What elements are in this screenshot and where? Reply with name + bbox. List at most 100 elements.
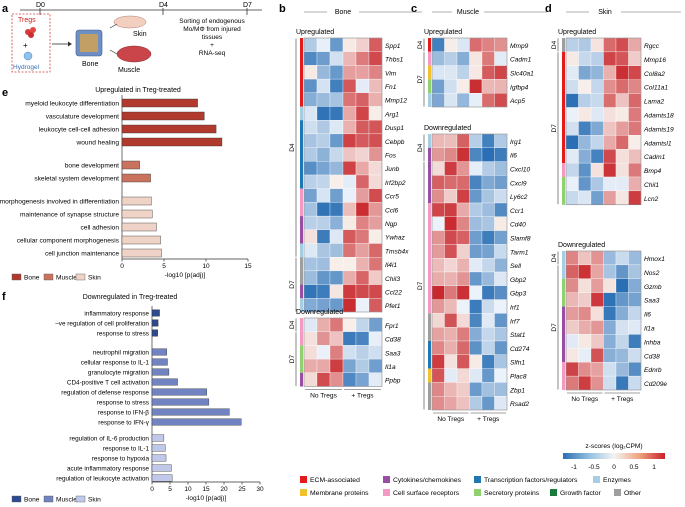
- category-strip: [300, 188, 303, 217]
- category-label: cell morphogenesis involved in different…: [0, 198, 119, 205]
- heat-cell: [494, 37, 508, 52]
- gene-label: Ngp: [385, 221, 397, 228]
- gene-label: Irf7: [510, 318, 520, 325]
- heat-cell: [565, 190, 579, 205]
- heat-cell: [603, 348, 617, 363]
- bone-scaffold-inner: [80, 34, 98, 52]
- gene-label: Plac8: [510, 374, 527, 381]
- heat-cell: [628, 107, 642, 122]
- gene-label: Slc40a1: [510, 71, 534, 78]
- heat-cell: [444, 230, 458, 245]
- heat-cell: [469, 382, 483, 397]
- heat-cell: [615, 362, 629, 377]
- bar: [121, 124, 217, 134]
- gene-label: Dusp1: [385, 125, 404, 132]
- heat-cell: [481, 299, 495, 314]
- heat-cell: [469, 271, 483, 286]
- heat-cell: [628, 79, 642, 94]
- heat-cell: [469, 93, 483, 108]
- heat-cell: [590, 306, 604, 321]
- colorbar-tick: -1: [571, 464, 577, 471]
- heat-cell: [628, 348, 642, 363]
- heat-cell: [368, 92, 383, 107]
- heat-cell: [355, 120, 370, 135]
- gene-label: Zbp1: [509, 387, 525, 394]
- heat-cell: [444, 244, 458, 259]
- heat-cell: [603, 375, 617, 391]
- heat-cell: [329, 372, 344, 387]
- heat-cell: [565, 149, 579, 164]
- gene-label: Slamf8: [510, 236, 531, 243]
- category-strip: [562, 278, 565, 307]
- heat-cell: [481, 93, 495, 108]
- category-label: Growth factor: [560, 490, 602, 497]
- heat-cell: [342, 298, 357, 313]
- heat-cell: [329, 284, 344, 299]
- section-heading: Downregulated: [296, 309, 343, 316]
- heat-cell: [481, 133, 495, 148]
- gene-label: Rgcc: [644, 43, 660, 50]
- gene-label: Mmp9: [510, 43, 529, 50]
- category-label: –ve regulation of cell proliferation: [55, 320, 149, 327]
- heat-cell: [615, 51, 629, 66]
- arrow-to-muscle: [109, 49, 118, 55]
- heat-cell: [355, 284, 370, 299]
- gene-label: Adamts18: [643, 113, 674, 120]
- colorbar-tick: -0.5: [588, 464, 600, 471]
- bar: [121, 137, 223, 147]
- bar: [151, 388, 207, 396]
- heat-cell: [342, 147, 357, 162]
- heat-cell: [368, 317, 383, 332]
- day-label: D4: [417, 40, 424, 49]
- heat-cell: [329, 243, 344, 258]
- heat-cell: [316, 78, 331, 93]
- heat-cell: [615, 348, 629, 363]
- bar: [121, 98, 198, 108]
- heat-cell: [565, 65, 579, 80]
- heat-cell: [456, 285, 470, 300]
- heat-cell: [303, 358, 318, 373]
- group-label-plus-tregs: + Tregs: [351, 393, 374, 400]
- heat-cell: [355, 243, 370, 258]
- heat-cell: [303, 215, 318, 230]
- legend-swatch: [75, 495, 86, 503]
- heat-cell: [469, 327, 483, 342]
- heat-cell: [578, 264, 592, 279]
- heat-cell: [615, 190, 629, 205]
- category-label: response to hypoxia: [92, 455, 150, 462]
- heat-cell: [590, 121, 604, 136]
- bar: [151, 329, 158, 337]
- heat-cell: [342, 92, 357, 107]
- gene-label: Il6: [644, 312, 651, 319]
- treg-box: [11, 13, 51, 73]
- heatmap-title: Skin: [598, 9, 612, 16]
- heat-cell: [431, 396, 445, 411]
- heat-cell: [444, 285, 458, 300]
- heat-cell: [628, 149, 642, 164]
- heat-cell: [342, 78, 357, 93]
- heatmap-frame: [565, 37, 642, 206]
- heat-cell: [316, 174, 331, 189]
- heat-cell: [615, 93, 629, 108]
- heatmap-skin: Skin Upregulated Rgcc Mmp16 Col8a2 Col11a1 Lam…: [551, 9, 681, 403]
- gene-label: Fn1: [385, 84, 397, 91]
- day-label: D7: [551, 323, 558, 332]
- heat-cell: [368, 133, 383, 148]
- heat-cell: [565, 37, 579, 53]
- heat-cell: [565, 162, 579, 178]
- heat-cell: [355, 37, 370, 52]
- heatmap-frame: [431, 133, 508, 411]
- gene-label: Arg1: [384, 111, 399, 118]
- heat-cell: [481, 161, 495, 176]
- heat-cell: [628, 51, 642, 66]
- x-tick-label: 15: [202, 486, 210, 493]
- heat-cell: [469, 51, 483, 66]
- gene-label: Lcn2: [644, 196, 659, 203]
- heat-cell: [578, 93, 592, 108]
- category-label: response to IFN-γ: [98, 419, 150, 426]
- heat-cell: [431, 161, 445, 176]
- heat-cell: [456, 147, 470, 162]
- heat-cell: [329, 270, 344, 285]
- heat-cell: [431, 133, 445, 148]
- heat-cell: [329, 147, 344, 162]
